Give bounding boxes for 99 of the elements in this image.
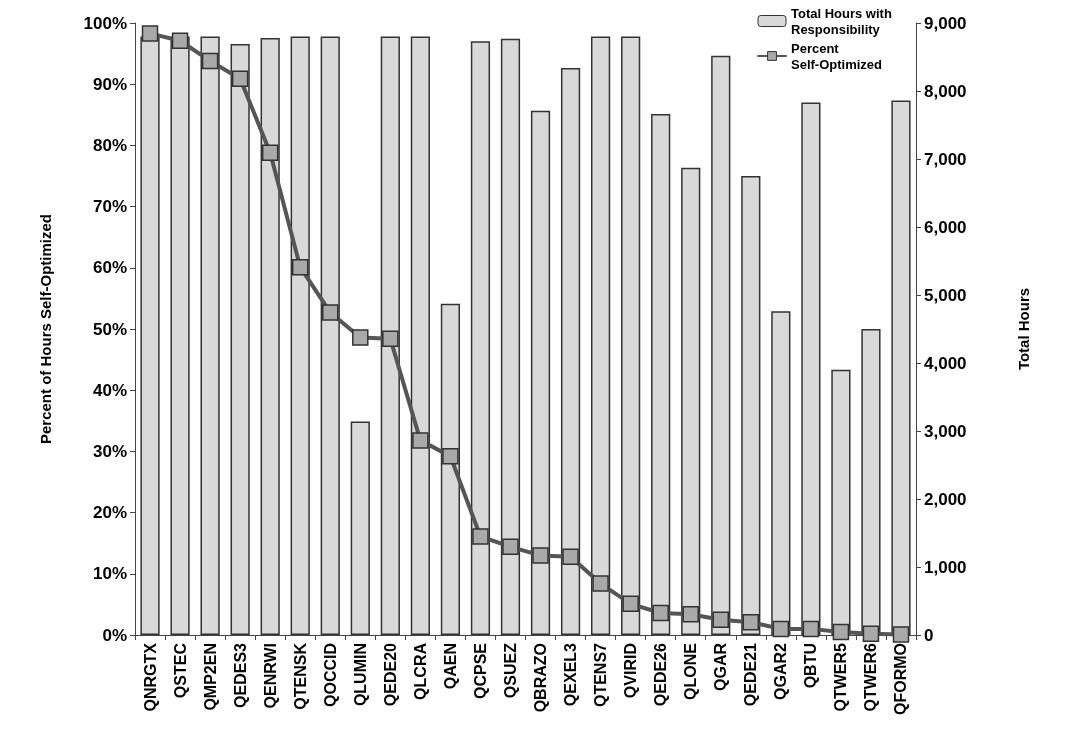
- x-tick-label: QLCRA: [411, 642, 429, 700]
- y2-tick-label: 4,000: [924, 353, 967, 373]
- x-tick-label: QCPSE: [471, 642, 489, 700]
- y-tick-label: 80%: [92, 135, 127, 155]
- bar: [530, 110, 551, 635]
- x-tick-label: QFORMO: [892, 643, 910, 715]
- y-tick-label: 100%: [83, 13, 127, 33]
- y-tick-label: 0%: [102, 625, 127, 645]
- point: [652, 604, 669, 622]
- y-tick-label: 20%: [92, 503, 127, 523]
- bar: [410, 36, 430, 635]
- bar: [801, 102, 821, 635]
- bar: [651, 114, 671, 635]
- x-tick-label: QEDES3: [231, 642, 249, 708]
- bar: [440, 303, 461, 635]
- x-tick-label: QTWER6: [862, 642, 880, 712]
- point: [352, 329, 369, 346]
- x-tick-label: QEDE26: [652, 642, 670, 707]
- bar: [380, 36, 400, 635]
- bar: [621, 36, 641, 635]
- x-tick-label: QTWER5: [832, 642, 850, 712]
- y2-tick-label: 3,000: [924, 421, 967, 441]
- y2-tick-label: 1,000: [924, 557, 967, 577]
- y-axis-title: Percent of Hours Self-Optimized: [37, 213, 54, 445]
- x-tick-label: QENRWI: [261, 643, 279, 709]
- bar: [470, 41, 491, 635]
- x-tick-label: QOCCID: [321, 643, 339, 707]
- x-tick-label: QMP2EN: [201, 643, 219, 711]
- point: [772, 620, 790, 638]
- point: [412, 432, 429, 449]
- y-tick-label: 10%: [92, 564, 127, 584]
- y2-tick-label: 7,000: [924, 149, 967, 169]
- y2-tick-label: 5,000: [924, 285, 967, 305]
- bar: [230, 44, 250, 635]
- y2-tick-label: 2,000: [924, 489, 967, 509]
- bar: [200, 36, 220, 635]
- x-tick-label: QGAR: [712, 642, 730, 691]
- point: [442, 448, 459, 465]
- point: [261, 144, 279, 161]
- point: [802, 620, 820, 638]
- point: [832, 623, 850, 641]
- y2-axis-title: Total Hours: [1015, 287, 1032, 371]
- point: [682, 605, 699, 623]
- point: [562, 548, 579, 565]
- x-tick-label: QEDE21: [742, 642, 760, 707]
- x-tick-label: QEXEL3: [562, 642, 580, 707]
- y-tick-label: 40%: [92, 380, 127, 400]
- point: [171, 32, 189, 49]
- y-tick-label: 30%: [92, 441, 127, 461]
- point: [231, 70, 249, 87]
- x-tick-label: QNRGTX: [141, 642, 159, 712]
- point: [622, 595, 639, 613]
- y2-tick-label: 9,000: [924, 13, 967, 33]
- y-tick-label: 50%: [92, 319, 127, 339]
- x-tick-label: QBTU: [802, 643, 820, 689]
- x-tick-label: QSTEC: [171, 642, 189, 699]
- point: [141, 25, 159, 42]
- x-tick-label: QBRAZO: [532, 643, 550, 713]
- y2-tick-label: 6,000: [924, 217, 967, 237]
- bar: [170, 36, 190, 635]
- point: [472, 528, 489, 545]
- x-tick-label: QLONE: [682, 642, 700, 700]
- point: [712, 611, 729, 628]
- legend-label: Total Hours with Responsibility: [791, 5, 896, 37]
- y-tick-label: 60%: [92, 258, 127, 278]
- bar: [290, 36, 310, 635]
- point: [742, 613, 760, 631]
- x-tick-label: QGAR2: [772, 642, 790, 700]
- bar: [350, 421, 370, 635]
- bar: [711, 55, 731, 635]
- point: [862, 625, 880, 643]
- point: [502, 538, 519, 556]
- point: [592, 575, 609, 592]
- bar: [590, 36, 611, 635]
- x-tick-label: QVIRID: [622, 643, 640, 699]
- x-tick-label: QSUEZ: [501, 642, 519, 699]
- bar: [320, 36, 340, 635]
- y-tick-label: 70%: [92, 197, 127, 217]
- point: [382, 330, 399, 348]
- bar: [771, 311, 791, 635]
- x-tick-label: QLUMIN: [351, 643, 369, 707]
- legend-label: Percent Self-Optimized: [791, 40, 883, 72]
- point: [291, 258, 309, 276]
- y2-tick-label: 8,000: [924, 81, 967, 101]
- point: [201, 52, 219, 70]
- bar: [260, 37, 280, 635]
- bar: [681, 167, 701, 635]
- x-tick-label: QEDE20: [381, 642, 399, 707]
- point: [322, 304, 339, 321]
- bar: [741, 176, 761, 635]
- y-tick-label: 90%: [92, 74, 127, 94]
- bar: [560, 67, 581, 635]
- point: [532, 547, 549, 564]
- x-tick-label: QTENSK: [291, 642, 309, 710]
- x-tick-label: QTENS7: [592, 642, 610, 708]
- y2-tick-label: 0: [924, 625, 934, 645]
- x-tick-label: QAEN: [441, 643, 459, 690]
- bar: [500, 38, 521, 635]
- point: [892, 626, 910, 643]
